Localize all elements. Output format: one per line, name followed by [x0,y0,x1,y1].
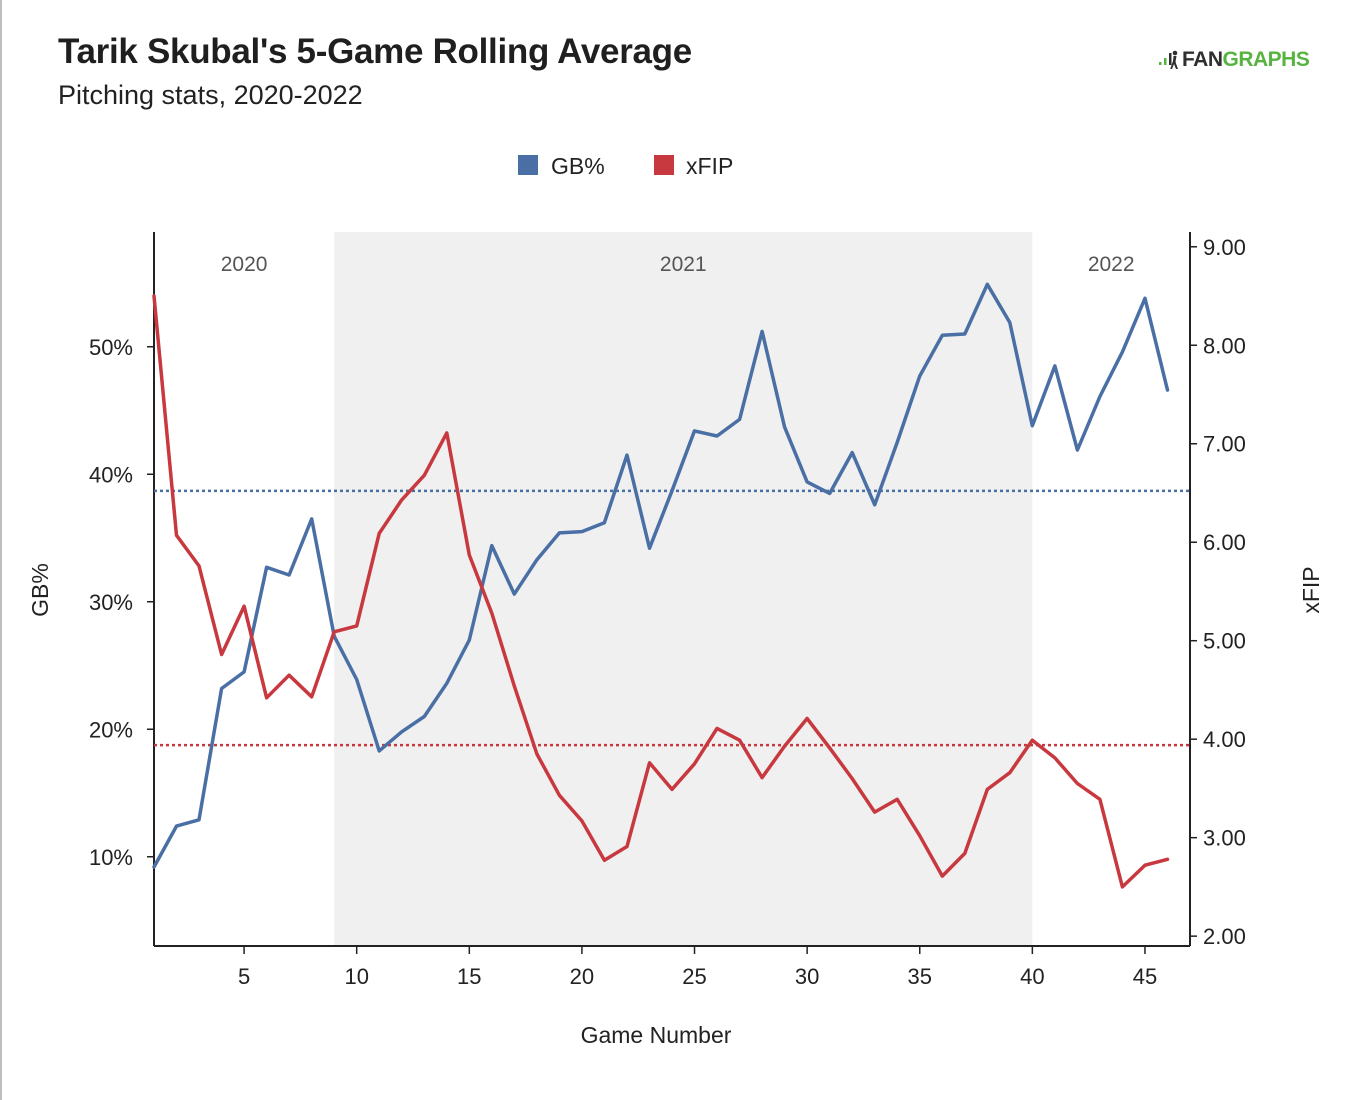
x-tick-label: 45 [1133,964,1157,989]
season-label-2022: 2022 [1088,253,1135,276]
x-tick-label: 30 [795,964,819,989]
x-tick-label: 15 [457,964,481,989]
y-right-tick-label: 3.00 [1203,826,1246,851]
x-tick-label: 25 [682,964,706,989]
x-tick-label: 35 [907,964,931,989]
x-axis-label: Game Number [581,1022,732,1048]
y-left-tick-label: 50% [89,335,133,360]
legend-swatch [654,155,674,175]
y-axis-right-label: xFIP [1298,566,1324,613]
series-line-xfip [152,294,1170,889]
y-left-tick-label: 10% [89,845,133,870]
y-right-tick-label: 2.00 [1203,924,1246,949]
y-right-tick-label: 9.00 [1203,235,1246,260]
season-band-2021 [334,232,1033,946]
y-right-tick-label: 7.00 [1203,432,1246,457]
y-axis-left-label: GB% [27,563,53,617]
fangraphs-logo-icon [1159,50,1178,69]
chart-subtitle: Pitching stats, 2020-2022 [58,80,363,110]
legend-label: xFIP [686,153,733,179]
page-left-border [0,0,2,1100]
season-label-2020: 2020 [221,253,268,276]
legend-label: GB% [551,153,605,179]
x-tick-label: 10 [344,964,368,989]
y-left-tick-label: 20% [89,717,133,742]
x-tick-label: 20 [570,964,594,989]
logo-text-fan: FAN [1182,48,1223,71]
y-left-tick-label: 30% [89,590,133,615]
legend-swatch [518,155,538,175]
logo-text-graphs: GRAPHS [1222,48,1310,71]
x-tick-label: 5 [238,964,250,989]
series-line-gbpct [152,282,1170,869]
x-tick-label: 40 [1020,964,1044,989]
season-label-2021: 2021 [660,253,707,276]
fangraphs-logo: FAN GRAPHS [1158,48,1310,72]
y-right-tick-label: 4.00 [1203,727,1246,752]
chart-title: Tarik Skubal's 5-Game Rolling Average [58,32,692,71]
y-left-tick-label: 40% [89,462,133,487]
y-right-tick-label: 6.00 [1203,530,1246,555]
y-right-tick-label: 8.00 [1203,333,1246,358]
y-right-tick-label: 5.00 [1203,629,1246,654]
